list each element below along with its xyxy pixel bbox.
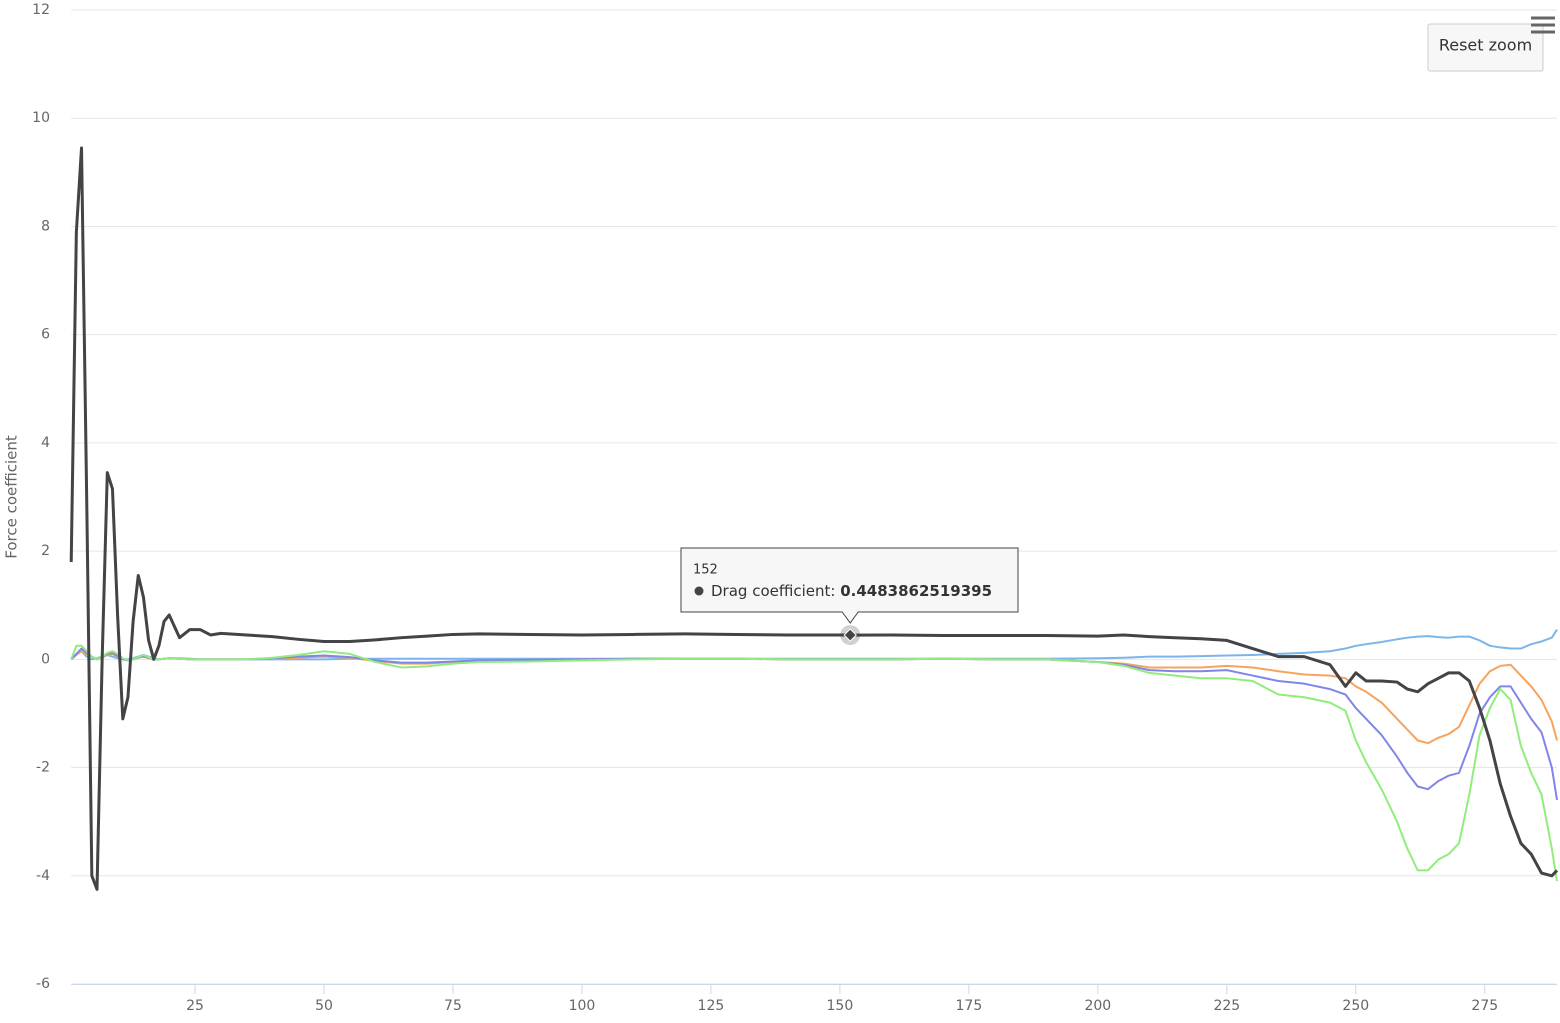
y-tick-label: 2 xyxy=(41,543,50,559)
x-tick-label: 225 xyxy=(1213,998,1240,1014)
tooltip-line: Drag coefficient: 0.4483862519395 xyxy=(711,582,992,600)
button-label: Reset zoom xyxy=(1439,36,1532,55)
series-line xyxy=(69,146,1559,891)
x-tick-label: 175 xyxy=(956,998,983,1014)
x-tick-label: 125 xyxy=(698,998,725,1014)
tooltip-dot xyxy=(694,586,704,596)
tooltip-header: 152 xyxy=(693,563,718,578)
y-tick-label: 6 xyxy=(41,327,50,343)
series-line xyxy=(70,644,1558,882)
tooltip-value: 0.4483862519395 xyxy=(840,582,992,600)
y-tick-label: 12 xyxy=(32,2,50,18)
tooltip: 152 Drag coefficient: 0.4483862519395 xyxy=(680,547,1019,624)
tooltip-box xyxy=(680,547,1019,624)
x-tick-label: 100 xyxy=(569,998,596,1014)
hover-marker xyxy=(843,628,857,642)
y-axis-label: Force coefficient xyxy=(3,435,21,559)
x-tick-label: 25 xyxy=(186,998,204,1014)
x-tick-label: 50 xyxy=(315,998,333,1014)
reset-zoom-button[interactable]: Reset zoom xyxy=(1427,23,1544,72)
menu-icon[interactable] xyxy=(1531,16,1555,34)
y-tick-label: 8 xyxy=(41,218,50,234)
button-box xyxy=(1427,23,1544,72)
tooltip-series-name: Drag coefficient xyxy=(711,582,831,600)
y-tick-label: 0 xyxy=(41,651,50,667)
y-tick-label: 4 xyxy=(41,435,50,451)
x-tick-label: 275 xyxy=(1471,998,1498,1014)
x-tick-label: 250 xyxy=(1342,998,1369,1014)
y-tick-label: -2 xyxy=(36,760,50,776)
x-tick-label: 75 xyxy=(444,998,462,1014)
y-tick-label: -4 xyxy=(36,868,50,884)
x-tick-label: 200 xyxy=(1084,998,1111,1014)
x-tick-label: 150 xyxy=(827,998,854,1014)
series-line xyxy=(70,650,1558,745)
y-tick-label: -6 xyxy=(36,976,50,992)
y-tick-label: 10 xyxy=(32,110,50,126)
